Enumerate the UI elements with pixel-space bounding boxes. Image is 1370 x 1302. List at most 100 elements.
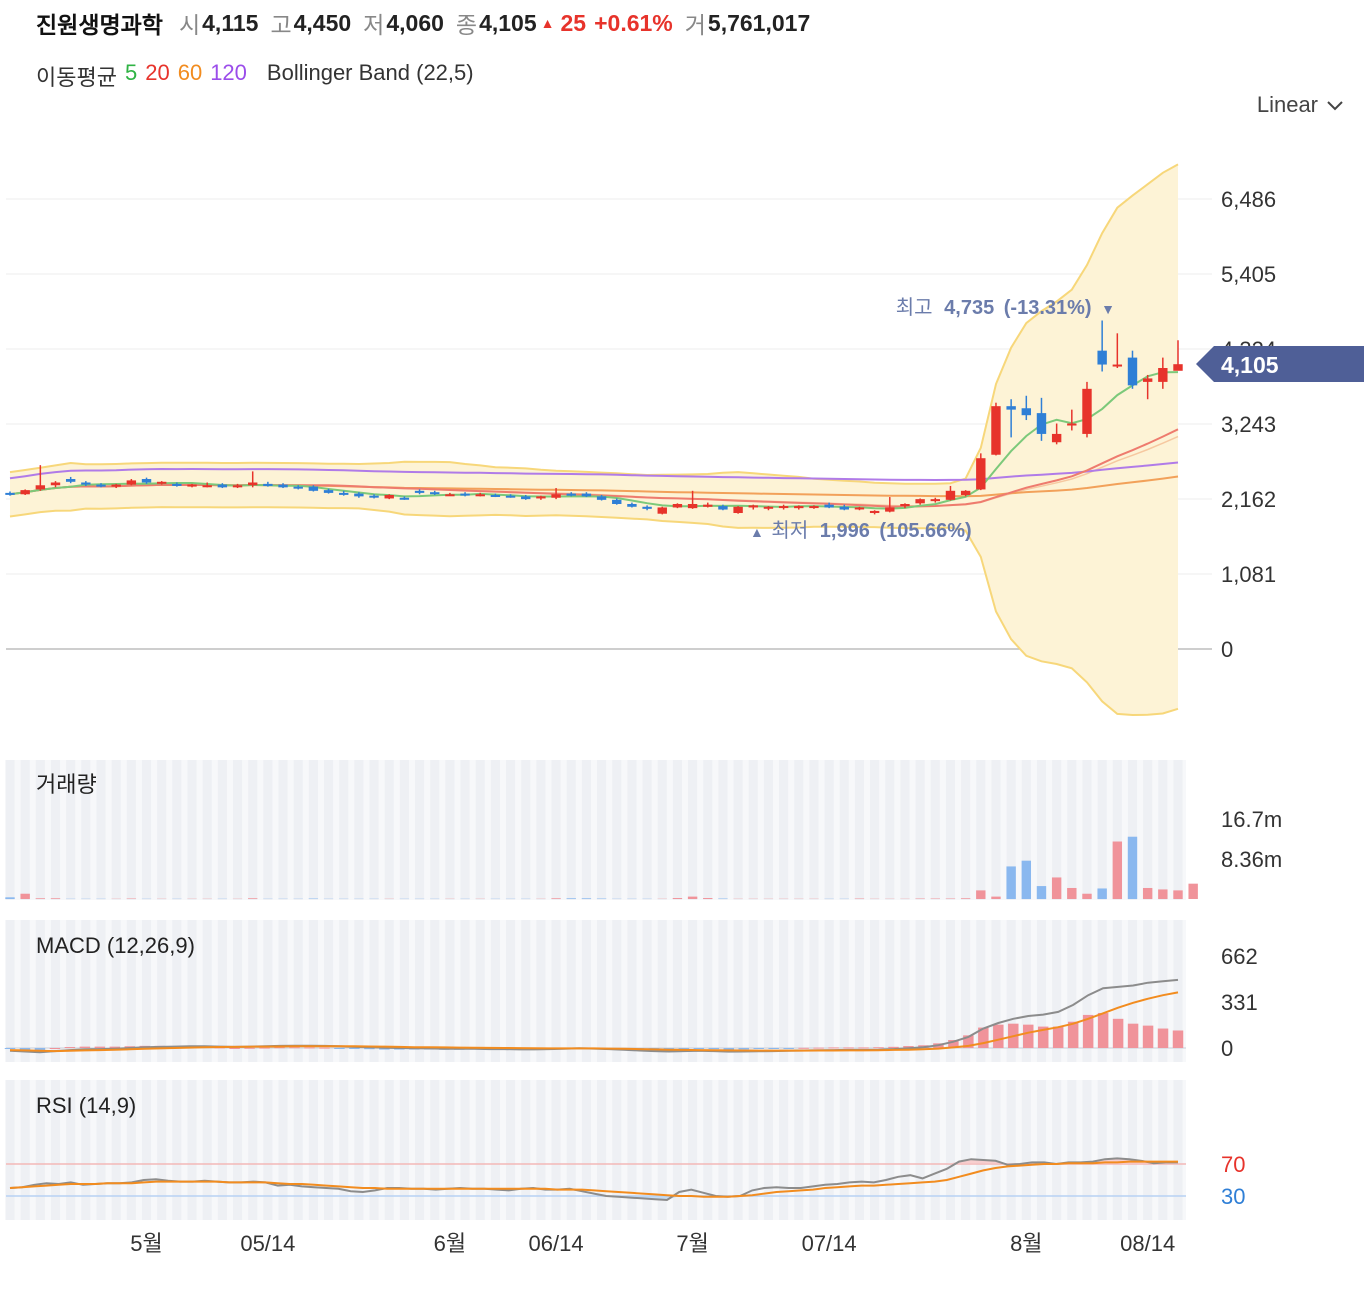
macd-histogram-bar bbox=[978, 1027, 989, 1048]
macd-histogram-bar bbox=[49, 1048, 61, 1049]
macd-tick-label: 331 bbox=[1221, 990, 1258, 1015]
volume-label: 거 bbox=[684, 12, 706, 38]
volume-value: 5,761,017 bbox=[707, 9, 811, 36]
ma60-legend[interactable]: 60 bbox=[177, 60, 203, 85]
macd-histogram-bar bbox=[34, 1048, 46, 1050]
price-tick-label: 3,243 bbox=[1221, 412, 1276, 437]
macd-histogram-bar bbox=[783, 1048, 794, 1049]
candle-body bbox=[930, 499, 941, 502]
volume-bar bbox=[551, 898, 561, 899]
candle-body bbox=[202, 485, 212, 488]
rsi-signal-line bbox=[9, 1160, 1178, 1198]
volume-panel bbox=[5, 760, 1186, 900]
candle-body bbox=[126, 480, 137, 485]
macd-histogram-bar bbox=[678, 1048, 690, 1050]
volume-bar bbox=[1112, 841, 1123, 899]
candle-body bbox=[1051, 433, 1062, 443]
max-label: 최고 bbox=[896, 296, 933, 319]
candle-body bbox=[824, 504, 834, 508]
rsi-tick-label: 70 bbox=[1221, 1152, 1245, 1177]
bollinger-upper-line bbox=[9, 163, 1179, 485]
candle-body bbox=[794, 506, 804, 509]
quote-header: 진원생명과학 시 4,115 고 4,450 저 4,060 종 4,105 ▲… bbox=[36, 6, 822, 40]
macd-histogram-bar bbox=[244, 1047, 255, 1049]
macd-histogram bbox=[4, 1012, 1184, 1051]
macd-histogram-bar bbox=[843, 1047, 854, 1049]
chevron-down-icon bbox=[1327, 101, 1343, 111]
volume-bar bbox=[1067, 887, 1077, 899]
time-tick-label: 6월 bbox=[434, 1231, 466, 1256]
volume-bar bbox=[960, 898, 971, 899]
volume-bar bbox=[703, 898, 713, 899]
bollinger-legend[interactable]: Bollinger Band (22,5) bbox=[266, 60, 474, 85]
volume-bar bbox=[50, 898, 61, 899]
macd-histogram-bar bbox=[1142, 1025, 1154, 1048]
ma-label[interactable]: 이동평균 bbox=[36, 65, 117, 90]
scale-toggle[interactable]: Linear bbox=[1257, 92, 1344, 118]
candle-body bbox=[505, 495, 516, 498]
volume-bar bbox=[1006, 866, 1016, 899]
candle-body bbox=[399, 497, 410, 500]
candle-body bbox=[96, 484, 106, 487]
macd-histogram-bar bbox=[1067, 1021, 1079, 1048]
candle-body bbox=[945, 490, 956, 500]
candle-body bbox=[642, 506, 652, 509]
candle-body bbox=[414, 490, 425, 493]
candle-body bbox=[369, 495, 379, 498]
volume-bar bbox=[1142, 887, 1153, 899]
macd-histogram-bar bbox=[963, 1035, 974, 1048]
time-tick-label: 05/14 bbox=[240, 1231, 295, 1256]
macd-histogram-bar bbox=[94, 1046, 106, 1048]
volume-bar bbox=[5, 897, 15, 899]
macd-histogram-bar bbox=[1097, 1012, 1109, 1048]
candle-body bbox=[1036, 413, 1047, 434]
macd-histogram-bar bbox=[873, 1047, 884, 1049]
macd-histogram-bar bbox=[948, 1040, 959, 1048]
macd-histogram-bar bbox=[79, 1046, 91, 1048]
macd-histogram-bar bbox=[858, 1047, 869, 1049]
change-value: 25 bbox=[560, 9, 587, 36]
candle-body bbox=[1067, 423, 1077, 426]
macd-histogram-bar bbox=[304, 1047, 315, 1049]
candle-body bbox=[551, 494, 561, 498]
candle-body bbox=[1158, 368, 1168, 382]
candle-body bbox=[733, 506, 743, 514]
volume-bar bbox=[1127, 836, 1138, 899]
macd-histogram-bar bbox=[798, 1047, 809, 1049]
volume-bar bbox=[35, 898, 46, 899]
candle-body bbox=[293, 486, 303, 489]
volume-bar bbox=[991, 896, 1001, 899]
min-label: 최저 bbox=[771, 519, 808, 542]
open-label: 시 bbox=[178, 12, 201, 38]
high-label: 고 bbox=[270, 12, 292, 38]
ma120-legend[interactable]: 120 bbox=[210, 60, 247, 85]
candle-body bbox=[490, 494, 501, 497]
candle-body bbox=[232, 485, 243, 488]
ma5-legend[interactable]: 5 bbox=[124, 60, 138, 85]
candle-body bbox=[915, 499, 925, 504]
macd-histogram-bar bbox=[888, 1046, 899, 1048]
time-axis: 5월 05/14 6월 06/14 7월 07/14 8월 08/14 bbox=[130, 1231, 1175, 1256]
close-value: 4,105 bbox=[479, 9, 537, 36]
volume-bar bbox=[20, 893, 30, 899]
candle-body bbox=[35, 485, 46, 490]
macd-histogram-bar bbox=[1112, 1018, 1124, 1048]
candle-body bbox=[172, 483, 182, 486]
candle-body bbox=[384, 494, 394, 499]
macd-histogram-bar bbox=[1127, 1023, 1139, 1048]
candle-body bbox=[900, 503, 910, 507]
volume-bar bbox=[1188, 883, 1198, 899]
min-pct: (105.66%) bbox=[879, 520, 971, 542]
volume-bar bbox=[581, 898, 592, 899]
volume-bar bbox=[1158, 889, 1168, 899]
volume-bar bbox=[976, 890, 986, 899]
volume-bar bbox=[1021, 860, 1032, 899]
ma20-legend[interactable]: 20 bbox=[145, 60, 170, 85]
candle-body bbox=[627, 503, 637, 507]
rsi-tick-label: 30 bbox=[1221, 1184, 1245, 1209]
max-value: 4,735 bbox=[944, 297, 994, 319]
candle-body bbox=[217, 484, 228, 488]
